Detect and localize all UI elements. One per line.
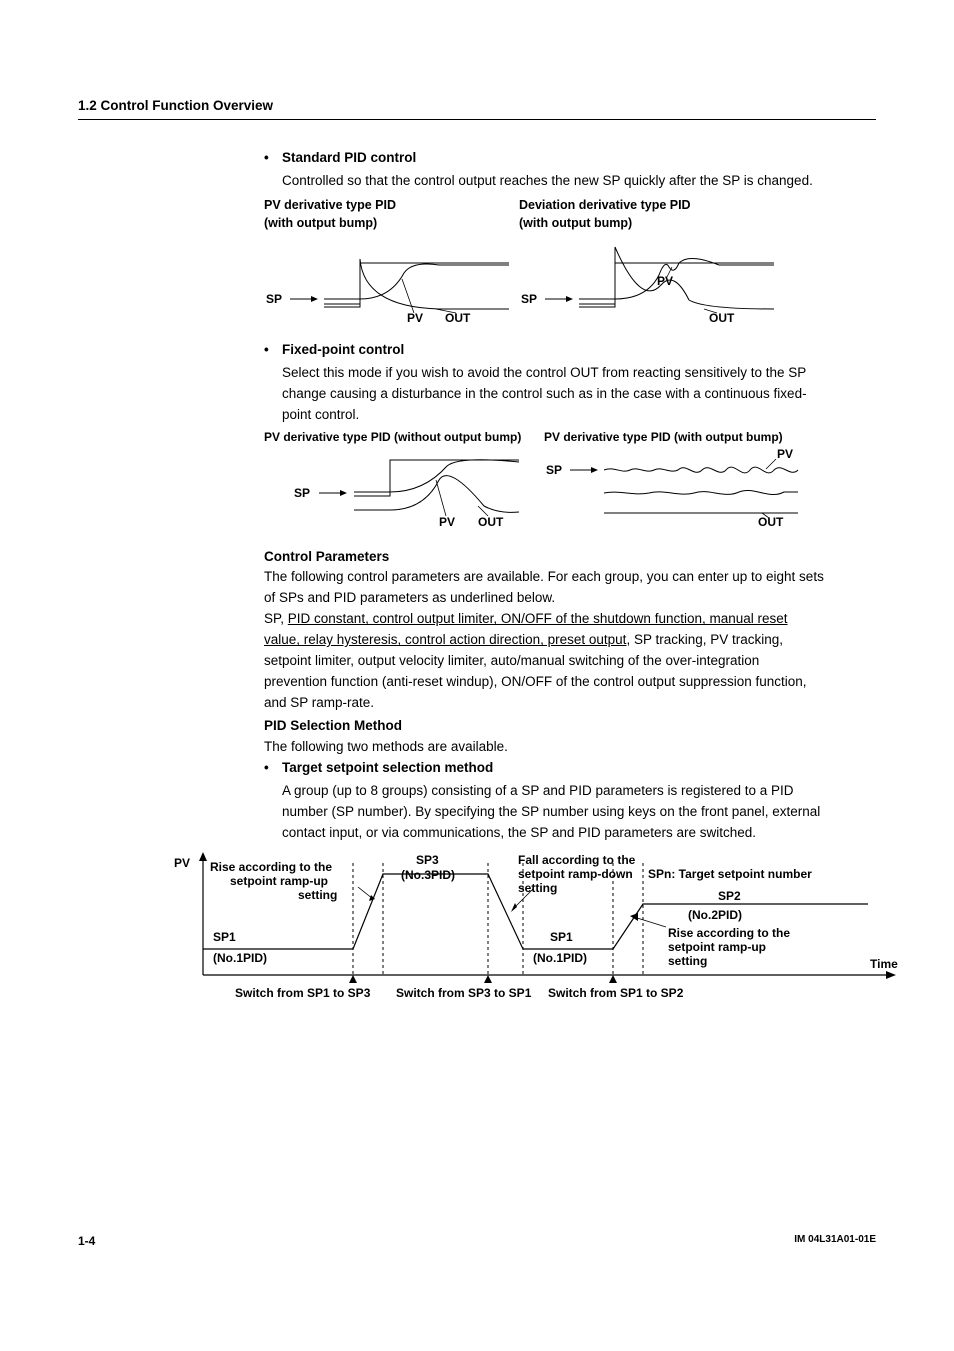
sp-label: SP bbox=[294, 486, 310, 500]
graph-row-1: PV derivative type PID (with output bump… bbox=[264, 198, 824, 330]
fall-l3: setting bbox=[518, 881, 557, 895]
out-label: OUT bbox=[709, 311, 735, 323]
sp1b: SP1 bbox=[550, 930, 573, 944]
sp-label: SP bbox=[521, 292, 537, 306]
pid-sel-desc: The following two methods are available. bbox=[264, 737, 824, 758]
sw3: Switch from SP1 to SP2 bbox=[548, 986, 684, 1000]
bullet-dot: • bbox=[264, 148, 282, 169]
target-setpoint-desc: A group (up to 8 groups) consisting of a… bbox=[282, 781, 824, 844]
graph1a: PV derivative type PID (with output bump… bbox=[264, 198, 519, 330]
no3: (No.3PID) bbox=[401, 868, 455, 882]
graph1a-svg: SP PV OUT bbox=[264, 235, 514, 323]
graph2b-svg: SP PV OUT bbox=[544, 448, 804, 530]
graph1b-svg: SP PV OUT bbox=[519, 235, 789, 323]
pv-axis: PV bbox=[174, 856, 190, 870]
standard-pid-desc: Controlled so that the control output re… bbox=[282, 171, 824, 192]
rise1-l1: Rise according to the bbox=[210, 860, 332, 874]
page-footer: 1-4 IM 04L31A01-01E bbox=[78, 1232, 876, 1251]
fall-l1: Fall according to the bbox=[518, 853, 636, 867]
pv-label: PV bbox=[657, 274, 673, 288]
no1a: (No.1PID) bbox=[213, 951, 267, 965]
graph1b-caption2: (with output bump) bbox=[519, 216, 799, 232]
control-params-p1: The following control parameters are ava… bbox=[264, 567, 824, 609]
no2: (No.2PID) bbox=[688, 908, 742, 922]
section-header: 1.2 Control Function Overview bbox=[78, 96, 876, 120]
pid-sel-title: PID Selection Method bbox=[264, 716, 824, 737]
graph2b-caption: PV derivative type PID (with output bump… bbox=[544, 430, 819, 445]
spn: SPn: Target setpoint number bbox=[648, 867, 812, 881]
bullet-dot: • bbox=[264, 758, 282, 779]
out-label: OUT bbox=[758, 515, 784, 529]
graph1b-caption1: Deviation derivative type PID bbox=[519, 198, 799, 214]
time-axis: Time bbox=[870, 957, 898, 971]
sw1: Switch from SP1 to SP3 bbox=[235, 986, 371, 1000]
doc-id: IM 04L31A01-01E bbox=[794, 1232, 876, 1251]
bullet-dot: • bbox=[264, 340, 282, 361]
standard-pid-title: Standard PID control bbox=[282, 148, 416, 169]
page-number: 1-4 bbox=[78, 1232, 95, 1251]
target-setpoint-bullet: • Target setpoint selection method bbox=[264, 758, 824, 779]
control-params-title: Control Parameters bbox=[264, 547, 824, 568]
sp3: SP3 bbox=[416, 853, 439, 867]
sp-label: SP bbox=[546, 463, 562, 477]
graph1a-caption1: PV derivative type PID bbox=[264, 198, 519, 214]
rise2-l1: Rise according to the bbox=[668, 926, 790, 940]
standard-pid-bullet: • Standard PID control bbox=[264, 148, 824, 169]
target-setpoint-title: Target setpoint selection method bbox=[282, 758, 493, 779]
pv-label: PV bbox=[439, 515, 455, 529]
fall-l2: setpoint ramp-down bbox=[518, 867, 633, 881]
pv-label: PV bbox=[777, 448, 793, 461]
rise1-l3: setting bbox=[298, 888, 337, 902]
graph2a-caption: PV derivative type PID (without output b… bbox=[264, 430, 544, 445]
p2-pre: SP, bbox=[264, 611, 288, 626]
graph2a-svg: SP PV OUT bbox=[264, 448, 524, 530]
graph1a-caption2: (with output bump) bbox=[264, 216, 519, 232]
fixed-point-desc: Select this mode if you wish to avoid th… bbox=[282, 363, 824, 426]
page-content: • Standard PID control Controlled so tha… bbox=[264, 148, 824, 844]
control-params-p2: SP, PID constant, control output limiter… bbox=[264, 609, 824, 714]
fixed-point-title: Fixed-point control bbox=[282, 340, 404, 361]
sw2: Switch from SP3 to SP1 bbox=[396, 986, 532, 1000]
graph1b: Deviation derivative type PID (with outp… bbox=[519, 198, 799, 330]
pv-label: PV bbox=[407, 311, 423, 323]
graph-row-2: PV derivative type PID (without output b… bbox=[264, 430, 824, 537]
rise2-l3: setting bbox=[668, 954, 707, 968]
graph2b: PV derivative type PID (with output bump… bbox=[544, 430, 819, 537]
no1b: (No.1PID) bbox=[533, 951, 587, 965]
out-label: OUT bbox=[445, 311, 471, 323]
sp-label: SP bbox=[266, 292, 282, 306]
sp2: SP2 bbox=[718, 889, 741, 903]
graph2a: PV derivative type PID (without output b… bbox=[264, 430, 544, 537]
fixed-point-bullet: • Fixed-point control bbox=[264, 340, 824, 361]
sp1a: SP1 bbox=[213, 930, 236, 944]
big-graph-wrap: PV Time Rise according to the setpoint r… bbox=[168, 849, 876, 1016]
rise2-l2: setpoint ramp-up bbox=[668, 940, 766, 954]
rise1-l2: setpoint ramp-up bbox=[230, 874, 328, 888]
out-label: OUT bbox=[478, 515, 504, 529]
big-graph-svg: PV Time Rise according to the setpoint r… bbox=[168, 849, 918, 1009]
